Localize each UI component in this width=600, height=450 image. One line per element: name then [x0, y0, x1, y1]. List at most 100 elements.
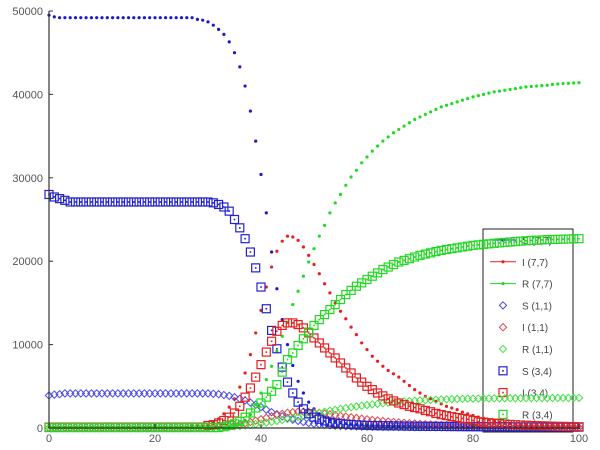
data-point: [81, 389, 91, 398]
data-point: [164, 16, 168, 20]
square-marker-center: [546, 425, 548, 427]
square-marker-center: [345, 367, 347, 369]
square-marker-center: [292, 352, 294, 354]
data-point: [404, 254, 414, 264]
square-marker-center: [318, 318, 321, 321]
data-point: [473, 240, 483, 250]
legend-item-r-3-4: R (3,4): [498, 409, 553, 421]
data-point: [282, 377, 293, 387]
square-marker-center: [239, 227, 241, 229]
data-point: [166, 389, 176, 398]
data-point: [314, 338, 324, 348]
square-marker-center: [541, 239, 543, 241]
square-marker-outline: [282, 318, 293, 328]
square-marker-outline: [219, 415, 229, 426]
data-point: [524, 85, 528, 89]
data-point: [436, 410, 446, 420]
data-point: [81, 197, 91, 207]
data-point: [291, 363, 295, 368]
square-marker-outline: [304, 409, 314, 419]
data-point: [569, 234, 579, 244]
square-marker-center: [535, 424, 538, 427]
data-point: [309, 320, 319, 331]
data-point: [402, 124, 406, 128]
legend-label: R (3,4): [522, 410, 553, 421]
data-point: [362, 415, 372, 424]
square-marker-center: [382, 395, 384, 397]
square-marker-center: [302, 327, 305, 329]
legend-label: I (7,7): [522, 258, 548, 269]
square-marker-center: [307, 332, 310, 334]
square-marker-center: [212, 202, 215, 204]
square-marker-center: [509, 241, 511, 243]
data-point: [256, 398, 266, 408]
square-marker-center: [318, 418, 321, 421]
square-marker-center: [572, 425, 575, 428]
square-marker-center: [514, 423, 517, 426]
data-point: [418, 115, 422, 119]
square-marker-center: [419, 425, 421, 428]
square-marker-outline: [229, 408, 240, 418]
square-marker-center: [482, 243, 485, 246]
square-marker-center: [286, 322, 289, 324]
data-point: [238, 65, 242, 69]
data-point: [338, 192, 343, 197]
square-marker-center: [398, 261, 400, 263]
data-point: [420, 249, 430, 259]
data-point: [229, 408, 240, 418]
square-marker-outline: [245, 383, 255, 393]
data-point: [505, 237, 515, 247]
data-point: [328, 211, 332, 215]
square-marker-center: [350, 289, 352, 292]
data-point: [113, 389, 123, 398]
square-marker-outline: [415, 250, 425, 260]
data-point: [84, 16, 88, 20]
data-point: [105, 16, 109, 20]
data-point: [248, 109, 252, 113]
data-point: [344, 317, 348, 321]
data-point: [351, 420, 361, 430]
square-marker-center: [286, 358, 289, 361]
square-marker-center: [233, 423, 236, 425]
data-point: [219, 390, 229, 400]
data-point: [291, 235, 295, 239]
data-point: [314, 414, 324, 424]
legend-label: I (3,4): [522, 389, 548, 400]
data-point: [330, 299, 340, 310]
data-point: [267, 407, 276, 417]
data-point: [429, 110, 433, 114]
data-point: [309, 408, 319, 417]
data-point: [264, 211, 268, 215]
square-marker-outline: [542, 421, 552, 431]
square-marker-outline: [272, 326, 282, 336]
data-point: [410, 402, 420, 413]
square-marker-center: [244, 416, 246, 418]
square-marker-outline: [288, 388, 298, 398]
square-marker-center: [445, 414, 448, 417]
square-marker-center: [154, 201, 156, 203]
square-marker-center: [265, 351, 268, 353]
data-point: [296, 238, 300, 242]
data-point: [460, 98, 464, 102]
square-marker-outline: [441, 411, 452, 421]
square-marker-outline: [378, 421, 388, 431]
square-marker-center: [201, 201, 204, 203]
data-point: [386, 135, 390, 139]
square-marker-center: [440, 249, 442, 252]
square-marker-outline: [256, 398, 266, 408]
data-point: [566, 81, 571, 85]
square-marker-outline: [134, 197, 144, 207]
data-point: [510, 420, 520, 430]
square-marker-center: [413, 406, 416, 409]
square-marker-center: [339, 422, 342, 425]
data-point: [179, 16, 184, 20]
square-marker-outline: [500, 237, 510, 248]
data-point: [301, 391, 305, 395]
data-point: [325, 348, 335, 358]
data-point: [391, 372, 396, 376]
square-marker-outline: [399, 421, 409, 431]
data-point: [134, 197, 144, 207]
square-marker-center: [525, 424, 527, 427]
data-point: [174, 16, 178, 20]
data-point: [52, 15, 56, 19]
